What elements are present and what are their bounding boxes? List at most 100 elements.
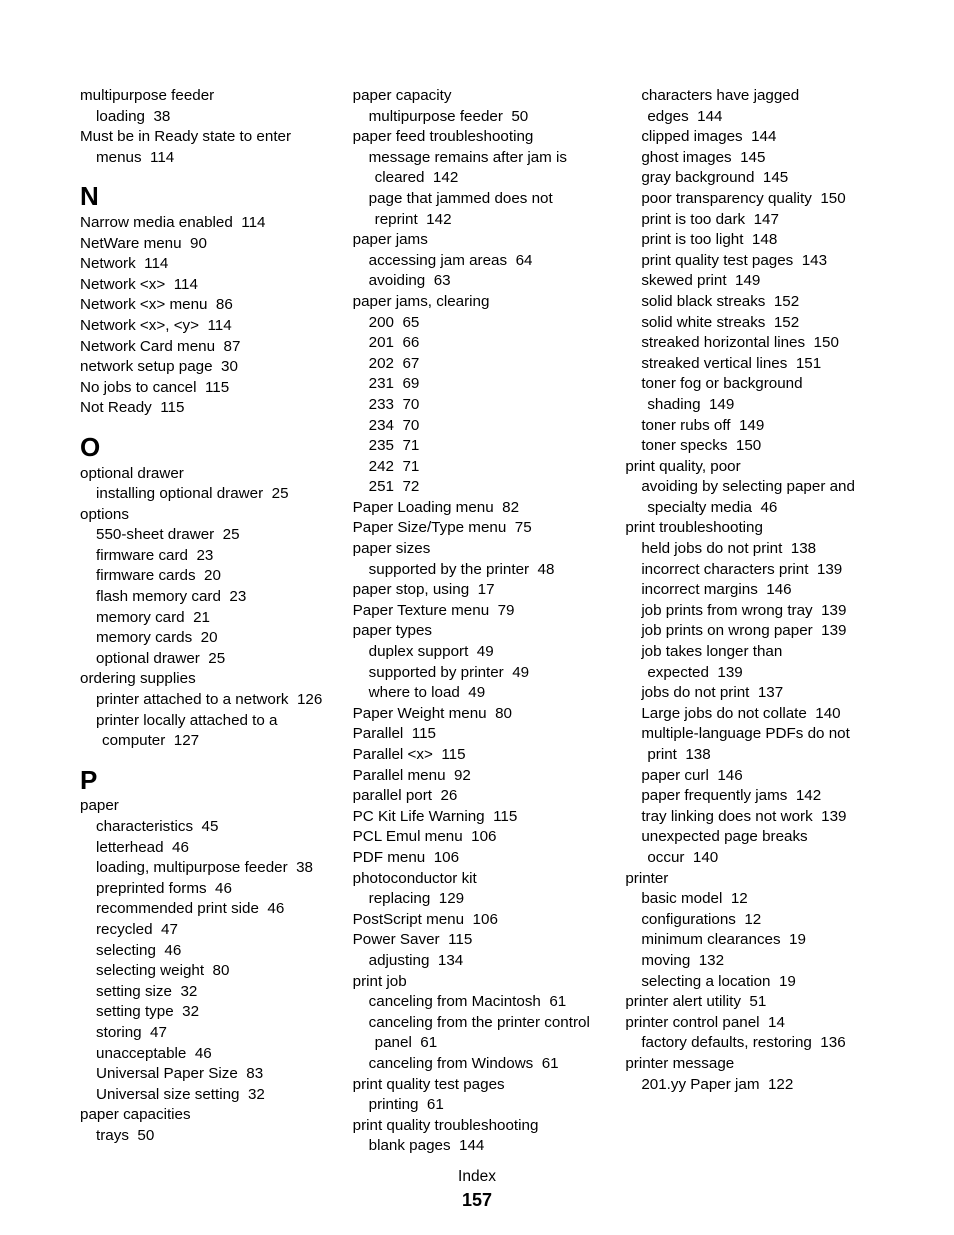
entry-page-ref: 47 — [150, 1024, 167, 1041]
entry-page-ref: 138 — [791, 540, 816, 557]
index-entry: selecting a location 19 — [631, 972, 878, 993]
entry-text: avoiding by selecting paper and specialt… — [641, 478, 855, 516]
entry-page-ref: 132 — [699, 952, 724, 969]
entry-text: paper curl — [641, 767, 709, 784]
index-entry: toner fog or background shading 149 — [631, 374, 878, 415]
entry-text: basic model — [641, 890, 722, 907]
index-entry: blank pages 144 — [359, 1136, 606, 1157]
entry-text: print troubleshooting — [625, 519, 763, 536]
entry-text: 233 — [369, 396, 394, 413]
index-entry: photoconductor kit — [353, 869, 606, 890]
index-entry: adjusting 134 — [359, 951, 606, 972]
entry-text: letterhead — [96, 839, 164, 856]
entry-text: print quality troubleshooting — [353, 1117, 539, 1134]
entry-page-ref: 23 — [229, 588, 246, 605]
entry-text: gray background — [641, 169, 754, 186]
index-entry: Network Card menu 87 — [80, 337, 333, 358]
entry-text: Not Ready — [80, 399, 152, 416]
entry-page-ref: 12 — [744, 911, 761, 928]
entry-page-ref: 145 — [763, 169, 788, 186]
entry-text: blank pages — [369, 1137, 451, 1154]
index-entry: optional drawer 25 — [86, 649, 333, 670]
index-entry: printer message — [625, 1054, 878, 1075]
entry-text: 200 — [369, 314, 394, 331]
entry-page-ref: 19 — [789, 931, 806, 948]
entry-page-ref: 49 — [468, 684, 485, 701]
entry-text: incorrect characters print — [641, 561, 808, 578]
index-entry: paper — [80, 796, 333, 817]
index-entry: PostScript menu 106 — [353, 910, 606, 931]
entry-page-ref: 69 — [402, 375, 419, 392]
index-entry: Network <x> 114 — [80, 275, 333, 296]
entry-text: multiple-language PDFs do not print — [641, 725, 850, 763]
index-entry: loading 38 — [86, 107, 333, 128]
index-entry: Large jobs do not collate 140 — [631, 704, 878, 725]
entry-text: flash memory card — [96, 588, 221, 605]
entry-text: unexpected page breaks occur — [641, 828, 807, 866]
entry-page-ref: 126 — [297, 691, 322, 708]
entry-text: recommended print side — [96, 900, 259, 917]
entry-page-ref: 46 — [195, 1045, 212, 1062]
entry-text: printing — [369, 1096, 419, 1113]
index-entry: Paper Loading menu 82 — [353, 498, 606, 519]
entry-page-ref: 80 — [213, 962, 230, 979]
entry-text: Parallel <x> — [353, 746, 433, 763]
index-entry: print troubleshooting — [625, 518, 878, 539]
entry-page-ref: 115 — [412, 725, 436, 742]
entry-page-ref: 32 — [180, 983, 197, 1000]
entry-page-ref: 150 — [820, 190, 845, 207]
entry-text: canceling from Macintosh — [369, 993, 541, 1010]
index-entry: printer — [625, 869, 878, 890]
entry-page-ref: 51 — [749, 993, 766, 1010]
index-entry: ghost images 145 — [631, 148, 878, 169]
entry-text: clipped images — [641, 128, 742, 145]
index-entry: avoiding 63 — [359, 271, 606, 292]
index-entry: loading, multipurpose feeder 38 — [86, 858, 333, 879]
entry-text: supported by the printer — [369, 561, 529, 578]
entry-text: paper stop, using — [353, 581, 470, 598]
entry-text: printer message — [625, 1055, 734, 1072]
index-entry: paper jams — [353, 230, 606, 251]
entry-text: options — [80, 506, 129, 523]
entry-page-ref: 25 — [208, 650, 225, 667]
entry-page-ref: 150 — [736, 437, 761, 454]
entry-page-ref: 114 — [241, 214, 265, 231]
index-entry: firmware card 23 — [86, 546, 333, 567]
entry-page-ref: 138 — [685, 746, 710, 763]
entry-page-ref: 90 — [190, 235, 207, 252]
index-entry: No jobs to cancel 115 — [80, 378, 333, 399]
index-entry: canceling from Macintosh 61 — [359, 992, 606, 1013]
entry-page-ref: 70 — [402, 396, 419, 413]
entry-text: PostScript menu — [353, 911, 464, 928]
index-entry: Parallel menu 92 — [353, 766, 606, 787]
index-entry: flash memory card 23 — [86, 587, 333, 608]
entry-page-ref: 136 — [820, 1034, 845, 1051]
entry-text: selecting weight — [96, 962, 204, 979]
entry-text: streaked vertical lines — [641, 355, 787, 372]
entry-page-ref: 106 — [434, 849, 459, 866]
index-entry: Parallel 115 — [353, 724, 606, 745]
entry-page-ref: 38 — [296, 859, 313, 876]
index-entry: printer alert utility 51 — [625, 992, 878, 1013]
entry-text: 201.yy Paper jam — [641, 1076, 759, 1093]
entry-page-ref: 115 — [441, 746, 465, 763]
entry-page-ref: 49 — [477, 643, 494, 660]
entry-text: No jobs to cancel — [80, 379, 197, 396]
entry-text: solid black streaks — [641, 293, 765, 310]
entry-page-ref: 146 — [717, 767, 742, 784]
index-entry: print job — [353, 972, 606, 993]
entry-text: recycled — [96, 921, 153, 938]
entry-page-ref: 72 — [402, 478, 419, 495]
entry-page-ref: 149 — [739, 417, 764, 434]
index-entry: streaked horizontal lines 150 — [631, 333, 878, 354]
entry-text: Must be in Ready state to enter menus — [80, 128, 291, 166]
index-entry: job prints on wrong paper 139 — [631, 621, 878, 642]
entry-page-ref: 122 — [768, 1076, 793, 1093]
entry-page-ref: 114 — [150, 149, 174, 166]
entry-text: print job — [353, 973, 407, 990]
index-entry: canceling from the printer control panel… — [359, 1013, 606, 1054]
entry-text: streaked horizontal lines — [641, 334, 805, 351]
entry-text: print quality, poor — [625, 458, 740, 475]
index-entry: Universal Paper Size 83 — [86, 1064, 333, 1085]
index-entry: job prints from wrong tray 139 — [631, 601, 878, 622]
